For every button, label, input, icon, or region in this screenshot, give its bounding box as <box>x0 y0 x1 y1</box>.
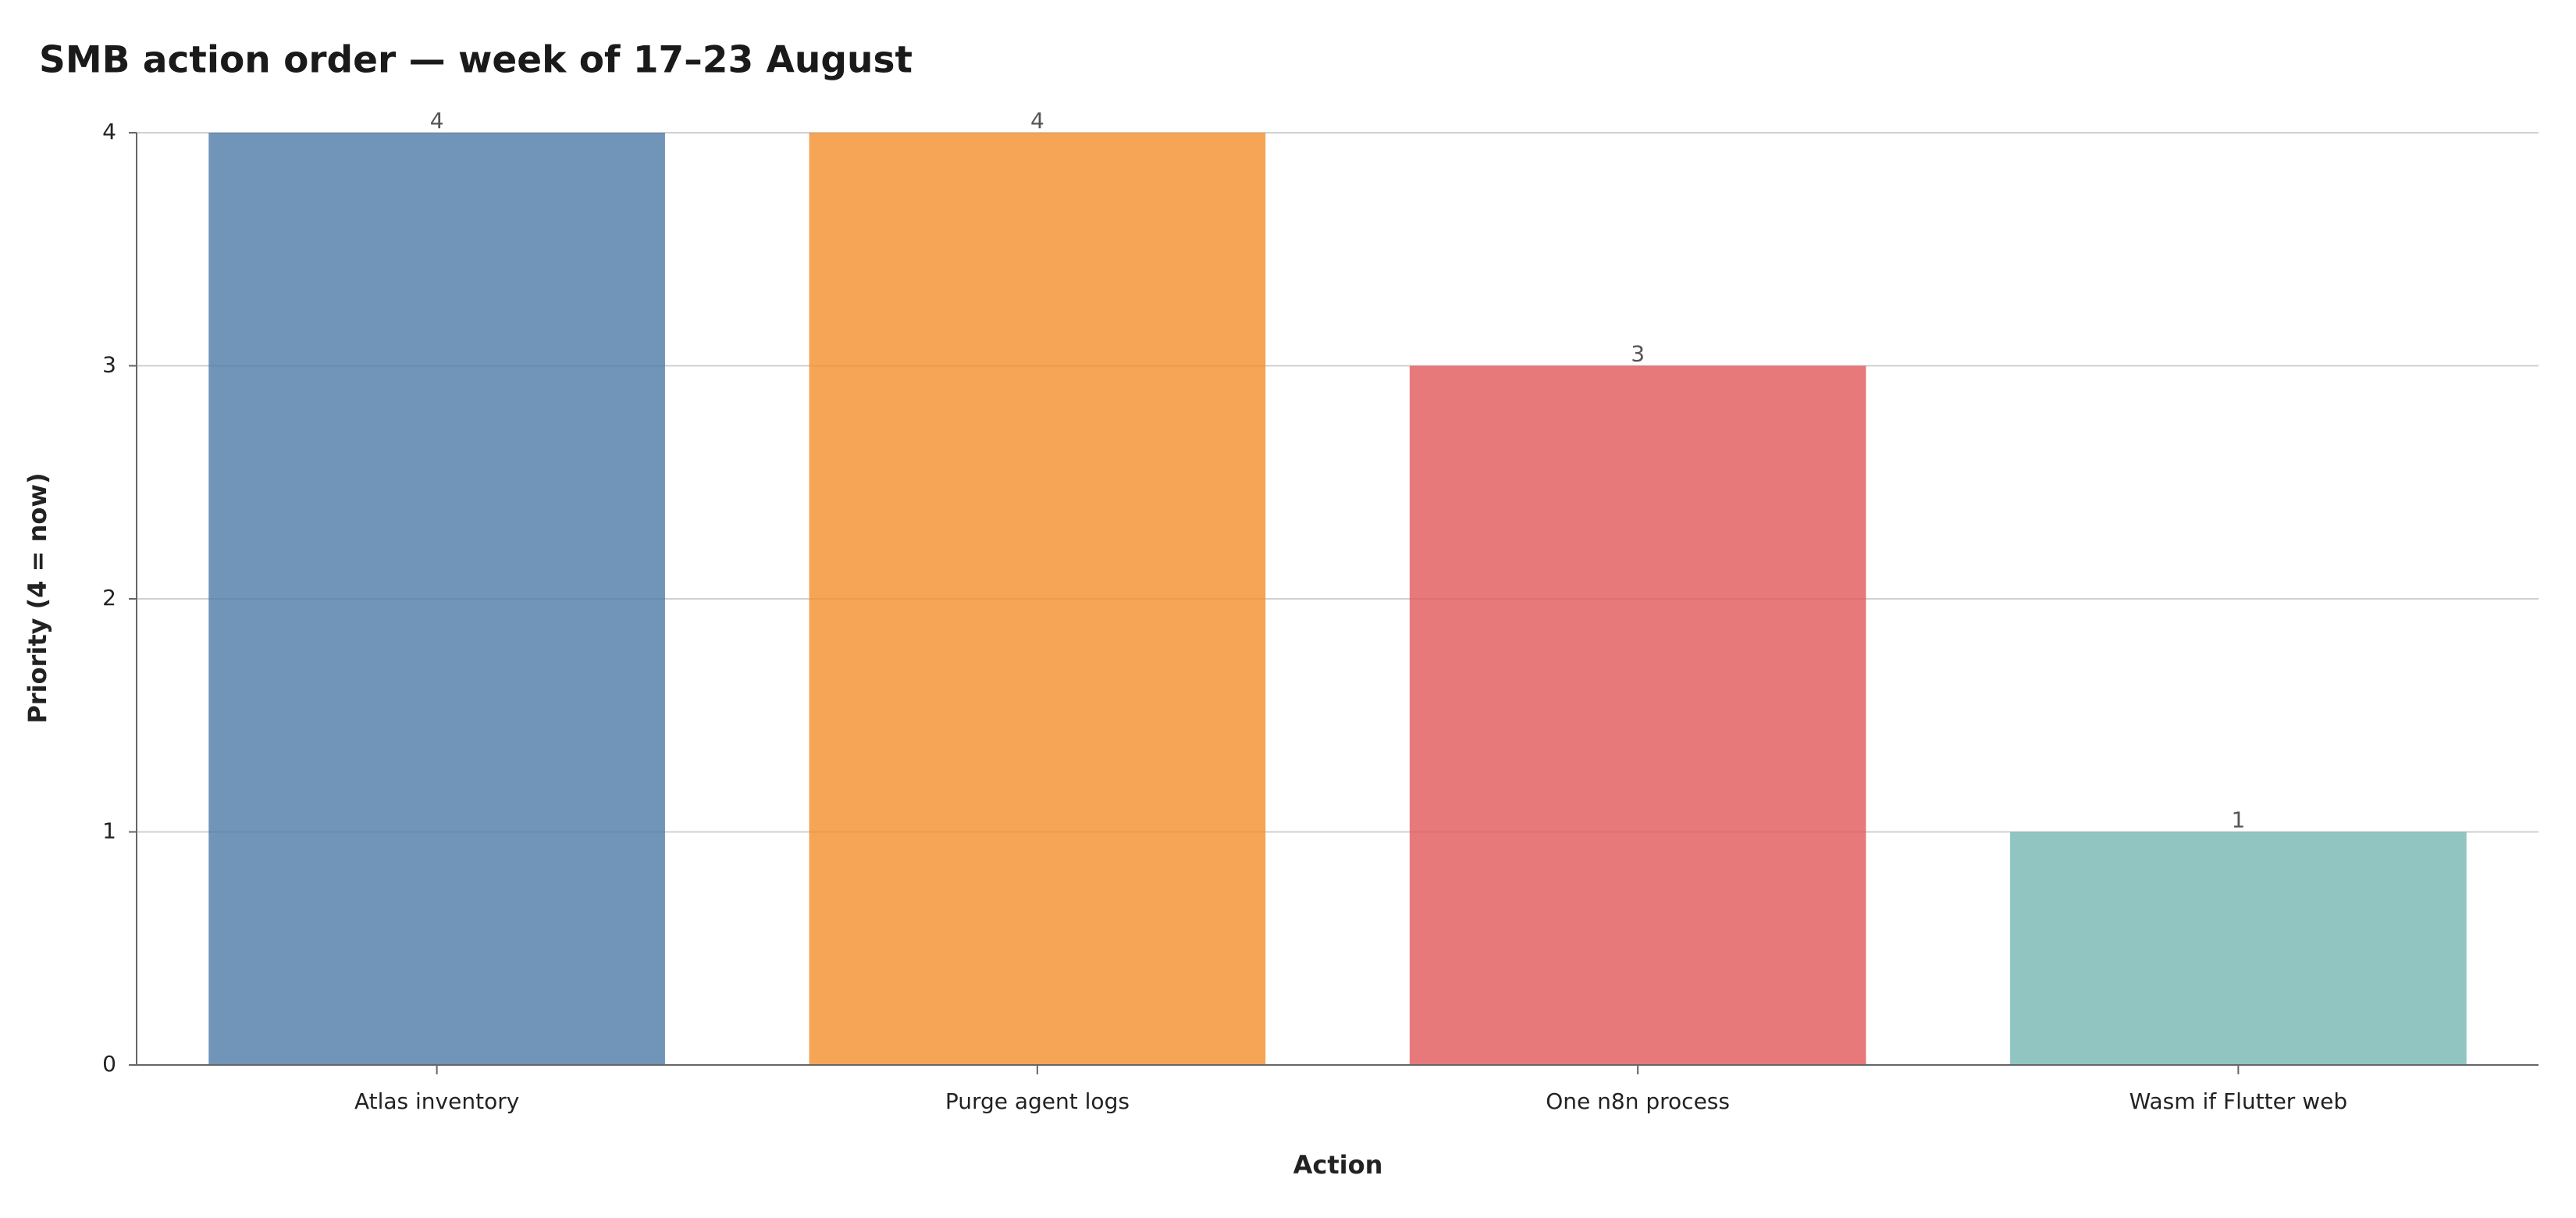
x-tick-label: Purge agent logs <box>945 1088 1130 1114</box>
value-label: 4 <box>1030 108 1044 134</box>
y-tick-label: 4 <box>102 119 116 144</box>
y-tick-label: 0 <box>102 1051 116 1077</box>
y-tick-label: 1 <box>102 818 116 844</box>
x-axis-label: Action <box>1293 1150 1383 1180</box>
chart-title: SMB action order — week of 17–23 August <box>39 39 913 82</box>
y-tick-label: 2 <box>102 585 116 611</box>
y-axis-label: Priority (4 = now) <box>23 472 52 723</box>
bar <box>1409 365 1866 1065</box>
x-tick-label: Wasm if Flutter web <box>2129 1088 2347 1114</box>
bar <box>809 133 1266 1065</box>
x-tick-label: Atlas inventory <box>354 1088 519 1114</box>
value-label: 1 <box>2231 807 2245 833</box>
y-tick-label: 3 <box>102 352 116 378</box>
value-label: 3 <box>1631 341 1645 367</box>
bar <box>208 133 665 1065</box>
bar <box>2010 832 2467 1065</box>
value-label: 4 <box>430 108 444 134</box>
x-tick-label: One n8n process <box>1546 1088 1730 1114</box>
